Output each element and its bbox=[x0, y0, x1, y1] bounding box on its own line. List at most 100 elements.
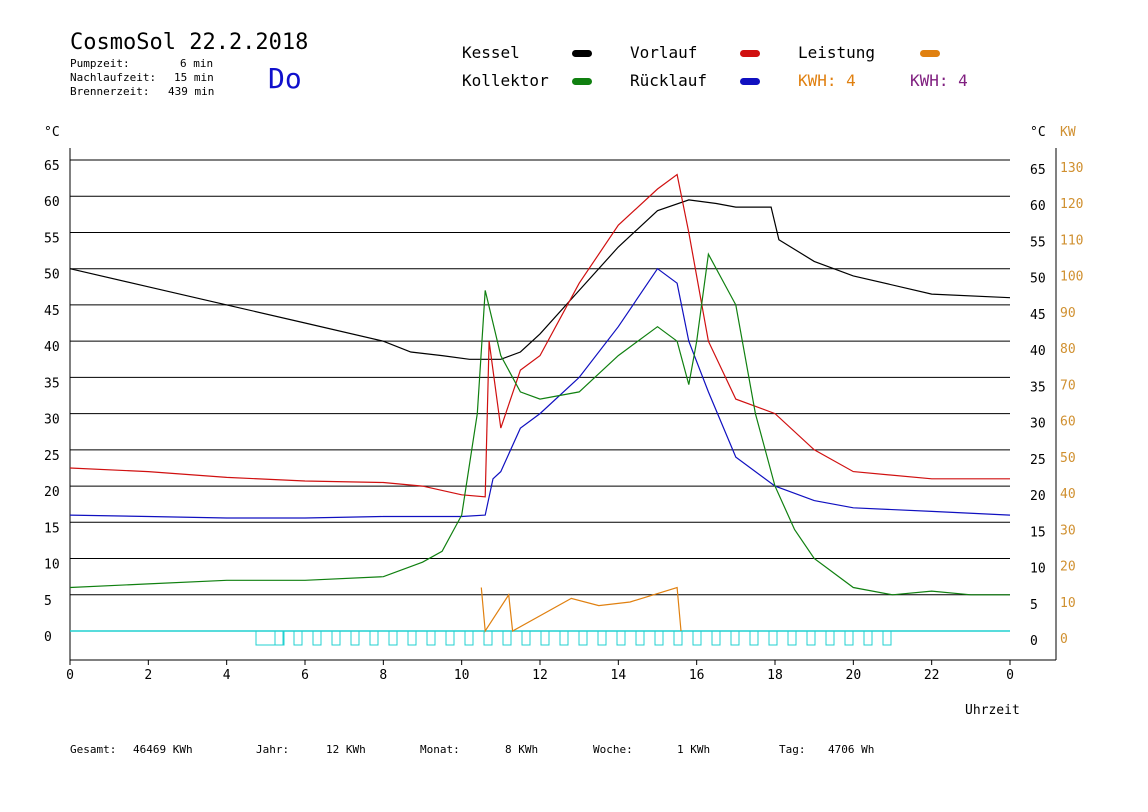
y-tick-right: 40 bbox=[1030, 344, 1046, 359]
x-tick-label: 20 bbox=[846, 668, 862, 683]
burner-status-box bbox=[350, 630, 360, 646]
series-line-leistung bbox=[480, 586, 682, 633]
burner-status-box bbox=[711, 630, 721, 646]
chart-title: CosmoSol 22.2.2018 bbox=[70, 30, 309, 55]
legend-kollektor-label: Kollektor bbox=[462, 71, 549, 90]
y2-tick-right: 40 bbox=[1060, 487, 1076, 502]
pump-time-label: Pumpzeit: bbox=[70, 57, 130, 70]
y-tick-left: 30 bbox=[44, 413, 60, 428]
burner-status-box bbox=[502, 630, 512, 646]
footer-monat-value: 8 KWh bbox=[505, 743, 539, 756]
pump-time-value: 6 min bbox=[180, 57, 214, 70]
x-tick-label: 6 bbox=[301, 668, 309, 683]
y-tick-left: 55 bbox=[44, 231, 60, 246]
y-tick-left: 45 bbox=[44, 304, 60, 319]
legend-leistung-swatch bbox=[920, 50, 940, 57]
y2-tick-right: 80 bbox=[1060, 342, 1076, 357]
y2-tick-right: 60 bbox=[1060, 415, 1076, 430]
y-tick-left: 15 bbox=[44, 521, 60, 536]
footer-woche-label: Woche: bbox=[593, 743, 633, 756]
y2-axis-unit-right: KW bbox=[1060, 125, 1076, 140]
burner-status-box bbox=[673, 630, 683, 646]
y-tick-left: 5 bbox=[44, 594, 52, 609]
footer-gesamt-label: Gesamt: bbox=[70, 743, 117, 756]
y-tick-left: 20 bbox=[44, 485, 60, 500]
footer-gesamt-value: 46469 KWh bbox=[133, 743, 193, 756]
weekday-label: Do bbox=[268, 62, 302, 95]
brenner-time-value: 439 min bbox=[168, 85, 215, 98]
x-tick-label: 16 bbox=[689, 668, 705, 683]
burner-status-box bbox=[521, 630, 531, 646]
y-tick-left: 35 bbox=[44, 376, 60, 391]
nachlauf-time-value: 15 min bbox=[174, 71, 214, 84]
footer-jahr-value: 12 KWh bbox=[326, 743, 366, 756]
x-tick-label: 18 bbox=[767, 668, 783, 683]
y2-tick-right: 50 bbox=[1060, 451, 1076, 466]
burner-status-box bbox=[806, 630, 816, 646]
burner-status-box bbox=[787, 630, 797, 646]
burner-status-box bbox=[825, 630, 835, 646]
burner-status-box bbox=[255, 630, 285, 646]
legend-kollektor-swatch bbox=[572, 78, 592, 85]
x-tick-label: 4 bbox=[223, 668, 231, 683]
burner-status-box bbox=[635, 630, 645, 646]
legend-vorlauf-swatch bbox=[740, 50, 760, 57]
x-tick-label: 22 bbox=[924, 668, 940, 683]
burner-status-box bbox=[274, 630, 284, 646]
y-tick-right: 35 bbox=[1030, 380, 1046, 395]
legend-kessel-label: Kessel bbox=[462, 43, 520, 62]
series-line-kollektor bbox=[69, 252, 1010, 596]
y-tick-right: 65 bbox=[1030, 163, 1046, 178]
burner-status-box bbox=[559, 630, 569, 646]
y-tick-right: 50 bbox=[1030, 272, 1046, 287]
series-line-rcklauf bbox=[69, 267, 1011, 519]
footer-tag-label: Tag: bbox=[779, 743, 806, 756]
legend-ruecklauf-swatch bbox=[740, 78, 760, 85]
y-tick-left: 50 bbox=[44, 268, 60, 283]
y-tick-right: 0 bbox=[1030, 634, 1038, 649]
y-tick-right: 60 bbox=[1030, 199, 1046, 214]
y-tick-right: 20 bbox=[1030, 489, 1046, 504]
nachlauf-time-label: Nachlaufzeit: bbox=[70, 71, 157, 84]
x-tick-label: 12 bbox=[532, 668, 548, 683]
burner-status-box bbox=[312, 630, 322, 646]
burner-status-box bbox=[388, 630, 398, 646]
footer-woche-value: 1 KWh bbox=[677, 743, 711, 756]
y2-tick-right: 90 bbox=[1060, 306, 1076, 321]
y-tick-left: 0 bbox=[44, 630, 52, 645]
y-tick-left: 40 bbox=[44, 340, 60, 355]
x-axis-title: Uhrzeit bbox=[965, 703, 1020, 718]
y2-tick-right: 0 bbox=[1060, 632, 1068, 647]
y2-tick-right: 10 bbox=[1060, 596, 1076, 611]
burner-status-box bbox=[654, 630, 664, 646]
burner-status-box bbox=[749, 630, 759, 646]
y-tick-right: 10 bbox=[1030, 562, 1046, 577]
burner-status-box bbox=[844, 630, 854, 646]
y2-tick-right: 30 bbox=[1060, 523, 1076, 538]
burner-status-box bbox=[483, 630, 493, 646]
y-tick-right: 25 bbox=[1030, 453, 1046, 468]
burner-status-box bbox=[540, 630, 550, 646]
y2-tick-right: 110 bbox=[1060, 233, 1083, 248]
burner-status-box bbox=[863, 630, 873, 646]
legend-kessel-swatch bbox=[572, 50, 592, 57]
x-tick-label: 0 bbox=[1006, 668, 1014, 683]
footer-monat-label: Monat: bbox=[420, 743, 460, 756]
x-tick-label: 14 bbox=[611, 668, 627, 683]
burner-status-box bbox=[445, 630, 455, 646]
brenner-time-label: Brennerzeit: bbox=[70, 85, 150, 98]
burner-status-box bbox=[369, 630, 379, 646]
y-tick-right: 45 bbox=[1030, 308, 1046, 323]
y-tick-left: 25 bbox=[44, 449, 60, 464]
y-tick-right: 5 bbox=[1030, 598, 1038, 613]
series-line-kessel bbox=[69, 199, 1011, 360]
y-axis-unit-right: °C bbox=[1030, 125, 1046, 140]
legend-ruecklauf-label: Rücklauf bbox=[630, 71, 708, 90]
burner-status-box bbox=[464, 630, 474, 646]
y2-tick-right: 70 bbox=[1060, 378, 1076, 393]
y-tick-right: 15 bbox=[1030, 525, 1046, 540]
burner-status-box bbox=[882, 630, 892, 646]
burner-status-box bbox=[293, 630, 303, 646]
burner-status-box bbox=[407, 630, 417, 646]
